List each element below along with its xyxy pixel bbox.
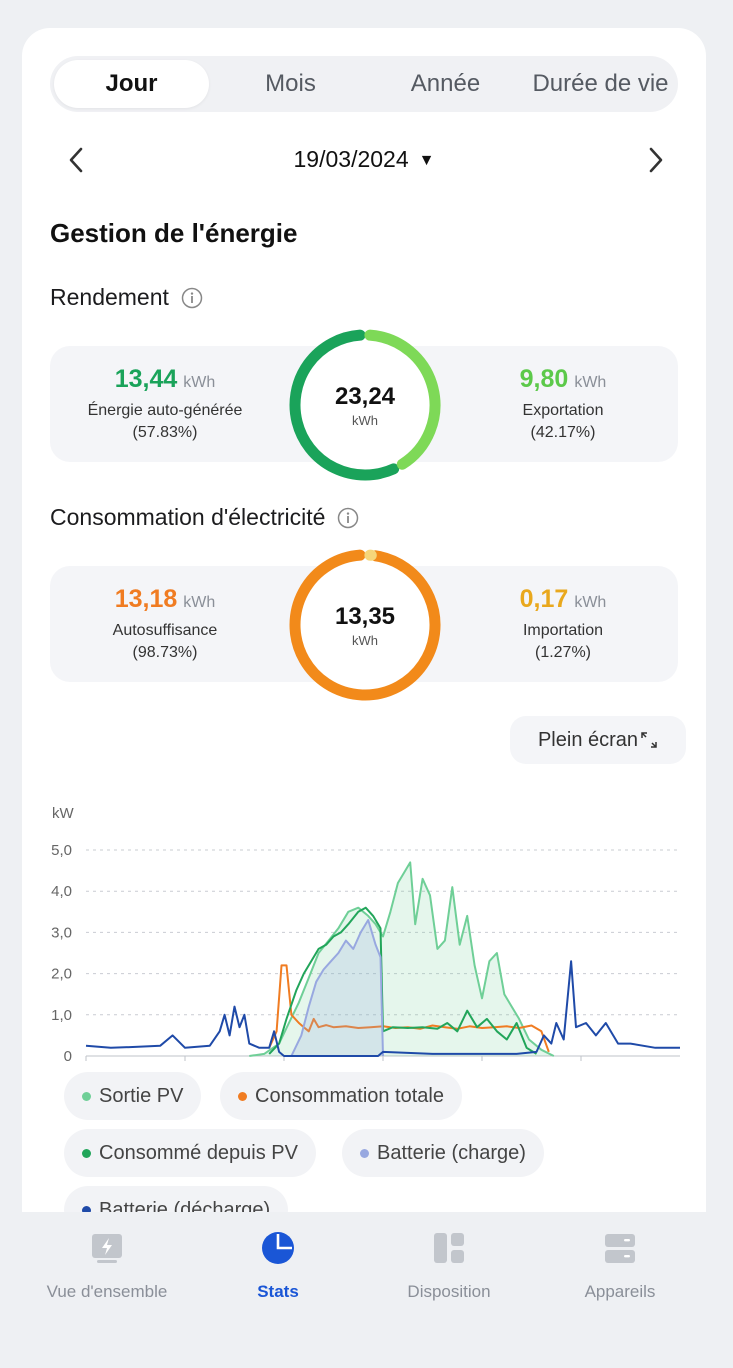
self-generated-label: Énergie auto-générée [87, 401, 243, 419]
layout-icon [429, 1228, 469, 1268]
period-tabs: Jour Mois Année Durée de vie [50, 56, 678, 112]
devices-icon [600, 1228, 640, 1268]
self-sufficiency-label: Autosuffisance [112, 621, 218, 639]
x-tick-label: 04:00 [166, 1067, 204, 1068]
import-value: 0,17 [519, 584, 569, 613]
legend-label: Sortie PV [99, 1084, 184, 1107]
caret-down-icon: ▼ [418, 152, 435, 169]
legend-dot [82, 1091, 91, 1101]
export-percent: (42.17%) [530, 423, 596, 441]
x-tick-label: 08:00 [265, 1067, 303, 1068]
self-generated-stat: 13,44 kWh Énergie auto-générée (57.83%) [50, 346, 280, 462]
power-chart[interactable]: kW 0 1,0 2,0 3,0 4,0 5,0 00:00 04:00 08:00 12:00 16… [22, 768, 706, 1084]
chevron-left-icon [69, 147, 83, 173]
yield-total-unit: kWh [352, 412, 378, 428]
series-line-batterie-decharge [85, 960, 680, 1057]
import-label: Importation [522, 621, 604, 639]
date-value: 19/03/2024 [293, 146, 409, 172]
self-sufficiency-percent: (98.73%) [132, 643, 198, 661]
pie-chart-icon [258, 1228, 298, 1268]
legend-label: Batterie (charge) [377, 1141, 526, 1164]
self-generated-percent: (57.83%) [132, 423, 198, 441]
y-tick-label: 4,0 [51, 883, 72, 900]
chevron-right-icon [649, 147, 663, 173]
series-line-batterie-charge [290, 919, 384, 1057]
tab-mois[interactable]: Mois [265, 70, 316, 97]
yield-donut: 23,24 kWh [288, 328, 442, 482]
import-unit: kWh [574, 593, 607, 611]
nav-stats[interactable]: Stats [193, 1228, 363, 1308]
series-area-batterie-charge [291, 920, 383, 1056]
series-area-sortie-pv [249, 862, 554, 1056]
yield-export-arc [364, 329, 441, 470]
yield-self-arc [289, 329, 400, 481]
tab-annee[interactable]: Année [410, 70, 481, 97]
legend-dot [82, 1148, 91, 1158]
x-tick-label: 00:00 [67, 1067, 105, 1068]
export-unit: kWh [574, 373, 607, 391]
info-icon[interactable] [337, 507, 359, 529]
y-tick-label: 1,0 [51, 1007, 72, 1024]
self-sufficiency-stat: 13,18 kWh Autosuffisance (98.73%) [50, 566, 280, 682]
fullscreen-label: Plein écran [537, 728, 639, 751]
y-tick-label: 5,0 [51, 842, 72, 859]
y-tick-label: 3,0 [51, 924, 72, 941]
nav-label: Stats [257, 1282, 299, 1301]
nav-label: Appareils [584, 1282, 656, 1301]
info-icon[interactable] [181, 287, 203, 309]
legend-batterie-charge[interactable]: Batterie (charge) [342, 1129, 544, 1177]
export-stat: 9,80 kWh Exportation (42.17%) [448, 346, 678, 462]
legend-dot [82, 1205, 91, 1215]
nav-label: Disposition [407, 1282, 491, 1301]
expand-icon [641, 732, 657, 748]
legend-label: Consommé depuis PV [99, 1141, 298, 1164]
series-line-consommation-totale [268, 964, 550, 1053]
legend-sortie-pv[interactable]: Sortie PV [64, 1072, 202, 1120]
self-generated-value: 13,44 [114, 364, 178, 393]
consumption-total-unit: kWh [352, 632, 378, 648]
export-label: Exportation [522, 401, 604, 419]
stats-card: Jour Mois Année Durée de vie 19/03/2024 ▼… [22, 28, 706, 1218]
y-tick-label: 0 [64, 1048, 72, 1065]
nav-appareils[interactable]: Appareils [535, 1228, 705, 1308]
fullscreen-button[interactable]: Plein écran [510, 716, 686, 764]
x-tick-label: 12:00 [364, 1067, 402, 1068]
consumption-heading: Consommation d'électricité [50, 504, 359, 531]
series-line-sortie-pv [249, 861, 555, 1057]
consumption-donut: 13,35 kWh [288, 548, 442, 702]
nav-vue-ensemble[interactable]: Vue d'ensemble [22, 1228, 192, 1308]
nav-disposition[interactable]: Disposition [364, 1228, 534, 1308]
self-sufficiency-value: 13,18 [114, 584, 178, 613]
yield-heading: Rendement [50, 284, 203, 311]
export-value: 9,80 [519, 364, 569, 393]
tab-jour[interactable]: Jour [54, 60, 209, 108]
yield-title: Rendement [50, 284, 169, 310]
previous-day-button[interactable] [56, 140, 96, 180]
overview-icon [87, 1228, 127, 1268]
import-percent: (1.27%) [534, 643, 592, 661]
consumption-total: 13,35 [334, 602, 396, 630]
y-tick-label: 2,0 [51, 966, 72, 983]
legend-consommation-totale[interactable]: Consommation totale [220, 1072, 462, 1120]
x-tick-label: 20:00 [562, 1067, 600, 1068]
bottom-navigation: Vue d'ensemble Stats Disposition Apparei… [0, 1212, 733, 1368]
legend-consomme-depuis-pv[interactable]: Consommé depuis PV [64, 1129, 316, 1177]
legend-dot [238, 1091, 247, 1101]
import-stat: 0,17 kWh Importation (1.27%) [448, 566, 678, 682]
legend-label: Consommation totale [255, 1084, 444, 1107]
consumption-title: Consommation d'électricité [50, 504, 326, 530]
date-picker[interactable]: 19/03/2024 ▼ [50, 146, 678, 173]
section-title: Gestion de l'énergie [50, 218, 298, 248]
date-selector: 19/03/2024 ▼ [50, 136, 678, 184]
tab-duree-de-vie[interactable]: Durée de vie [532, 70, 669, 97]
nav-label: Vue d'ensemble [46, 1282, 168, 1301]
self-generated-unit: kWh [183, 373, 216, 391]
y-axis-label: kW [52, 805, 75, 822]
x-tick-label: 16:00 [463, 1067, 501, 1068]
legend-dot [360, 1148, 369, 1158]
self-sufficiency-unit: kWh [183, 593, 216, 611]
consumption-self-arc [289, 549, 441, 701]
yield-total: 23,24 [334, 382, 396, 410]
next-day-button[interactable] [636, 140, 676, 180]
